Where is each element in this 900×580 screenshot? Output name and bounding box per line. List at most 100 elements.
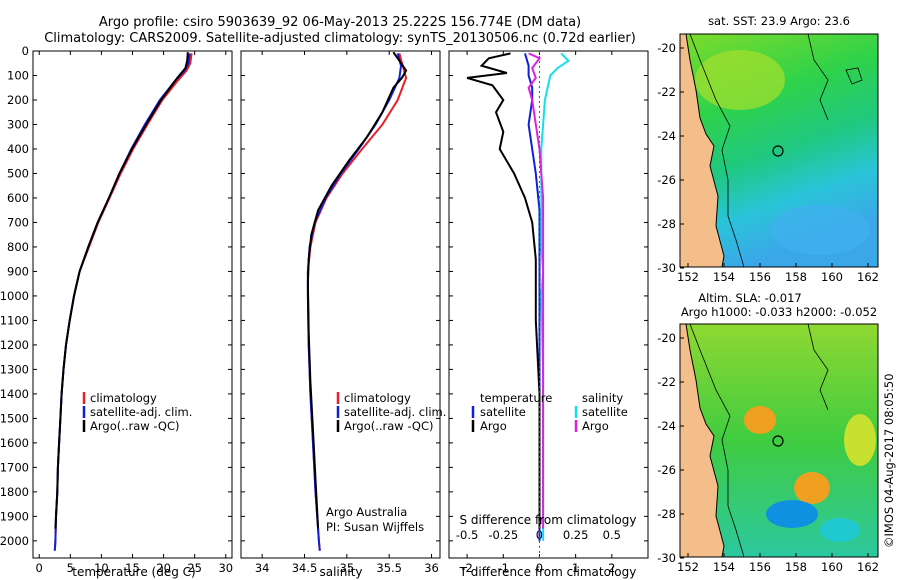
depth-tick-label: 2000 xyxy=(0,534,29,548)
depth-tick-label: 900 xyxy=(7,264,29,278)
lat-tick-label: -22 xyxy=(657,375,676,389)
salinity-series xyxy=(306,51,408,551)
imos-timestamp: ©IMOS 04-Aug-2017 08:05:50 xyxy=(882,373,896,548)
legend-label-argo: Argo(..raw -QC) xyxy=(344,419,434,433)
x-tick-label: 20 xyxy=(156,561,171,575)
sla-map-title-1: Altim. SLA: -0.017 xyxy=(698,291,802,305)
series-line-satellite-adj-clim- xyxy=(53,53,191,551)
legend-label-temp-argo: Argo xyxy=(480,419,507,433)
coastline-land xyxy=(680,34,725,267)
temperature-plot-frame xyxy=(32,50,233,559)
lon-tick-label: 156 xyxy=(749,560,771,574)
pi-note: PI: Susan Wijffels xyxy=(326,520,424,534)
legend-label-climatology: climatology xyxy=(90,391,157,405)
depth-tick-label: 500 xyxy=(7,166,29,180)
difference-x-axis: -2 -1 0 1 2-0.5 -0.25 0 0.25 0.5 xyxy=(456,51,621,575)
lon-tick-label: 152 xyxy=(677,270,699,284)
depth-tick-label: 1200 xyxy=(0,338,29,352)
sla-low-1 xyxy=(766,500,818,528)
x-tick-label: 0 xyxy=(536,561,543,575)
depth-tick-label: 1500 xyxy=(0,411,29,425)
x-tick-label: 5 xyxy=(67,561,74,575)
legend-label-satellite: satellite-adj. clim. xyxy=(344,405,446,419)
salinity-plot-frame xyxy=(240,50,441,559)
series-line-satellite-adj-clim- xyxy=(306,53,403,551)
depth-axis: 0 100 200 300 400 500 600 700 800 900 1000 1100 1200… xyxy=(0,44,648,548)
difference-axis-label: T difference from climatology xyxy=(459,565,637,579)
lon-tick-label: 158 xyxy=(785,560,807,574)
sst-map-frame xyxy=(679,33,879,268)
depth-tick-label: 200 xyxy=(7,93,29,107)
depth-tick-label: 1300 xyxy=(0,362,29,376)
lon-tick-label: 162 xyxy=(857,270,879,284)
series-line-temperature-satellite xyxy=(524,53,541,541)
legend-label-temp-satellite: satellite xyxy=(480,405,526,419)
sst-cool-patch xyxy=(770,205,870,255)
argo-australia-note: Argo Australia xyxy=(326,505,407,519)
series-line-climatology xyxy=(53,53,193,551)
x-tick-label: 34.5 xyxy=(292,561,318,575)
title-line-1: Argo profile: csiro 5903639_92 06-May-20… xyxy=(99,15,581,30)
argo-float-marker xyxy=(772,145,784,157)
temperature-legend: climatology satellite-adj. clim. Argo(..… xyxy=(82,391,192,433)
reef-outline xyxy=(689,324,745,557)
series-line-salinity-satellite xyxy=(540,52,570,541)
difference-plot-frame xyxy=(448,50,649,559)
argo-float-marker xyxy=(772,435,784,447)
sst-warm-patch xyxy=(695,50,785,110)
lon-tick-label: 160 xyxy=(821,270,843,284)
coastline-land xyxy=(680,324,725,557)
lat-tick-label: -26 xyxy=(657,463,676,477)
legend-label-satellite: satellite-adj. clim. xyxy=(90,405,192,419)
lat-tick-label: -20 xyxy=(657,41,676,55)
legend-label-climatology: climatology xyxy=(344,391,411,405)
depth-tick-label: 400 xyxy=(7,142,29,156)
sla-high-3 xyxy=(844,414,876,466)
lat-tick-label: -24 xyxy=(657,129,676,143)
sla-low-2 xyxy=(820,518,860,542)
temperature-axis-label: temperature (deg C) xyxy=(72,565,195,579)
x-tick-label: 1 xyxy=(572,561,579,575)
island-outline xyxy=(845,67,863,85)
lat-tick-label: -22 xyxy=(657,85,676,99)
series-line-climatology xyxy=(306,53,408,551)
lat-tick-label: -28 xyxy=(657,507,676,521)
lat-tick-label: -20 xyxy=(657,331,676,345)
lat-tick-label: -30 xyxy=(657,261,676,275)
depth-tick-label: 1900 xyxy=(0,509,29,523)
x-tick-label: 0 xyxy=(36,561,43,575)
lon-tick-label: 152 xyxy=(677,560,699,574)
s-diff-tick-label: 0.25 xyxy=(563,528,589,542)
depth-tick-label: 600 xyxy=(7,191,29,205)
difference-series xyxy=(466,51,570,558)
lon-tick-label: 154 xyxy=(713,270,735,284)
sst-map-title: sat. SST: 23.9 Argo: 23.6 xyxy=(708,14,850,28)
sst-map: sat. SST: 23.9 Argo: 23.6 -20 -22 -24 -26 -2… xyxy=(657,14,879,284)
x-tick-label: 25 xyxy=(187,561,202,575)
depth-tick-label: 100 xyxy=(7,68,29,82)
depth-tick-label: 0 xyxy=(22,44,29,58)
depth-tick-label: 1000 xyxy=(0,289,29,303)
x-tick-label: 36 xyxy=(424,561,439,575)
x-tick-label: 2 xyxy=(608,561,615,575)
x-tick-label: -2 xyxy=(461,561,472,575)
difference-axis-label-top: S difference from climatology xyxy=(460,513,637,527)
s-diff-tick-label: -0.5 xyxy=(456,528,478,542)
depth-tick-label: 1800 xyxy=(0,485,29,499)
series-line-salinity-argo xyxy=(527,52,545,529)
reef-outline xyxy=(689,34,745,267)
x-tick-label: 35.5 xyxy=(376,561,402,575)
sla-map-title-2: Argo h1000: -0.033 h2000: -0.052 xyxy=(681,305,877,319)
x-tick-label: 30 xyxy=(218,561,233,575)
depth-tick-label: 800 xyxy=(7,240,29,254)
depth-tick-label: 700 xyxy=(7,215,29,229)
lat-tick-label: -28 xyxy=(657,217,676,231)
legend-title-temperature: temperature xyxy=(480,391,552,405)
difference-legend: temperature satellite Argo salinity sate… xyxy=(471,391,628,433)
lat-tick-label: -30 xyxy=(657,551,676,565)
sla-high-1 xyxy=(744,406,776,434)
lon-tick-label: 156 xyxy=(749,270,771,284)
legend-label-sal-argo: Argo xyxy=(582,419,609,433)
series-line-temperature-argo xyxy=(466,52,541,529)
title-line-2: Climatology: CARS2009. Satellite-adjuste… xyxy=(44,31,636,46)
